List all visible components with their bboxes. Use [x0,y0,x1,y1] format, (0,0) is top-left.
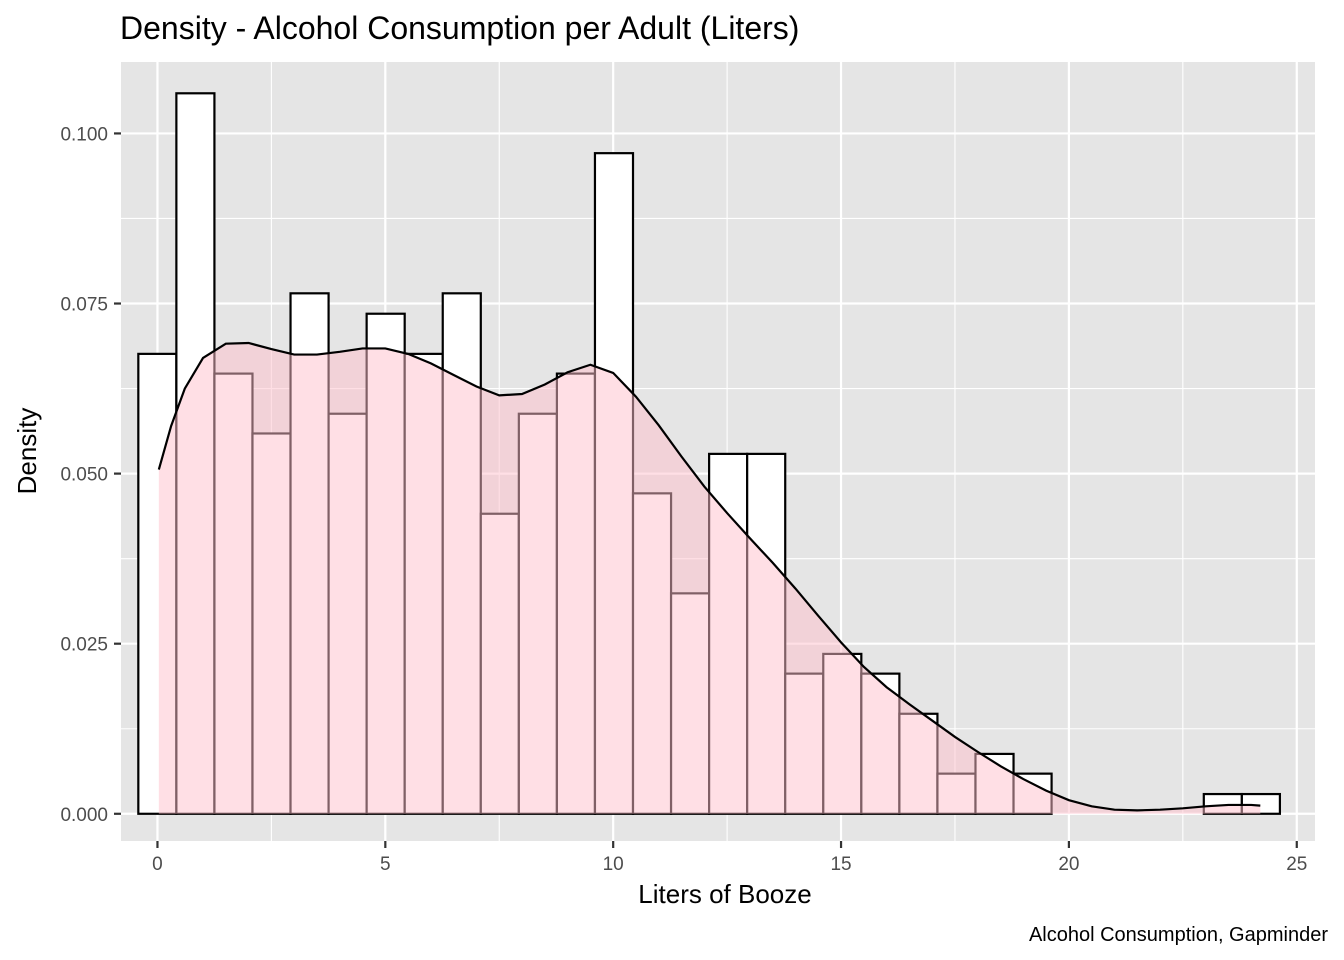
chart-title: Density - Alcohol Consumption per Adult … [120,10,799,46]
density-curve [157,341,1261,812]
x-axis-ticks: 0 5 10 15 20 25 [152,841,1307,875]
x-tick-label: 0 [152,854,163,875]
x-tick-label: 25 [1286,854,1307,875]
y-tick-label: 0.025 [60,635,108,656]
y-tick-label: 0.000 [60,805,108,826]
y-tick-label: 0.100 [60,124,108,145]
x-tick-label: 15 [830,854,851,875]
x-tick-label: 10 [603,854,624,875]
y-axis-title: Density [12,408,42,495]
y-tick-label: 0.075 [60,295,108,316]
x-axis-title: Liters of Booze [638,879,811,909]
x-tick-label: 20 [1058,854,1079,875]
x-tick-label: 5 [380,854,391,875]
y-tick-label: 0.050 [60,465,108,486]
density-area [158,342,1261,814]
y-axis-ticks: 0.000 0.025 0.050 0.075 0.100 [60,124,121,826]
density-layer [157,341,1261,814]
chart-caption: Alcohol Consumption, Gapminder [1029,924,1328,946]
